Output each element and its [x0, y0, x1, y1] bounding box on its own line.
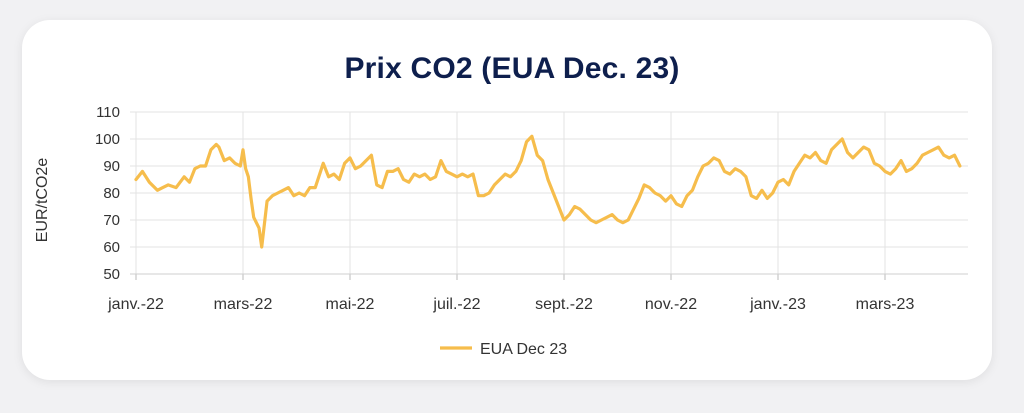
chart-title: Prix CO2 (EUA Dec. 23) [344, 52, 680, 85]
x-tick-label: janv.-22 [107, 296, 164, 313]
x-tick-label: mai-22 [326, 296, 375, 313]
y-tick-label: 50 [103, 266, 120, 283]
x-tick-label: janv.-23 [749, 296, 806, 313]
x-tick-label: mars-23 [856, 296, 915, 313]
series-lines [134, 134, 962, 249]
y-tick-labels: 50 60 70 80 90 100 110 [95, 104, 120, 283]
y-tick-label: 60 [103, 239, 120, 256]
x-tick-label: juil.-22 [432, 296, 480, 313]
x-tick-label: sept.-22 [535, 296, 593, 313]
x-tick-labels: janv.-22 mars-22 mai-22 juil.-22 sept.-22 nov… [107, 296, 914, 313]
legend-label: EUA Dec 23 [480, 341, 567, 358]
y-tick-label: 90 [103, 158, 120, 175]
chart-card [22, 20, 992, 380]
legend: EUA Dec 23 [440, 341, 567, 358]
x-tick-label: mars-22 [214, 296, 273, 313]
y-tick-label: 110 [96, 104, 120, 121]
series-line-eua-dec-23 [134, 134, 962, 249]
y-tick-label: 80 [103, 185, 120, 202]
x-tick-label: nov.-22 [645, 296, 697, 313]
grid-lines [130, 111, 968, 280]
y-tick-label: 100 [95, 131, 120, 148]
y-tick-label: 70 [103, 212, 120, 229]
